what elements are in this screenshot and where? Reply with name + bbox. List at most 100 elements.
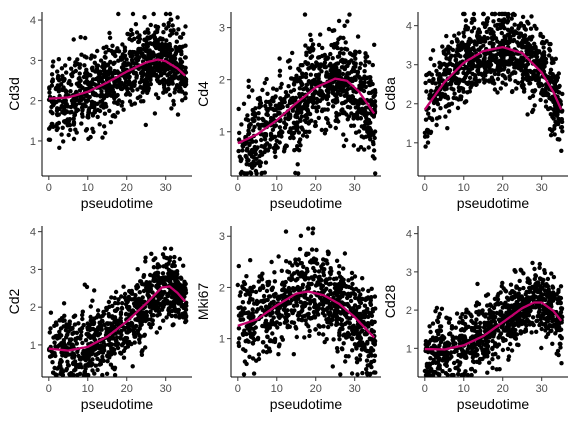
- data-point: [324, 116, 328, 120]
- data-point: [365, 341, 369, 345]
- data-point: [59, 333, 63, 337]
- data-point: [184, 302, 188, 306]
- data-point: [303, 43, 307, 47]
- data-point: [360, 315, 364, 319]
- data-point: [65, 367, 69, 371]
- data-point: [47, 90, 51, 94]
- data-point: [260, 153, 264, 157]
- data-point: [305, 134, 309, 138]
- data-point: [351, 114, 355, 118]
- data-point: [557, 71, 561, 75]
- data-point: [297, 313, 301, 317]
- data-point: [370, 319, 374, 323]
- data-point: [93, 109, 97, 113]
- data-point: [461, 71, 465, 75]
- data-point: [113, 114, 117, 118]
- data-point: [337, 282, 341, 286]
- data-point: [292, 82, 296, 86]
- data-point: [180, 304, 184, 308]
- data-point: [162, 85, 166, 89]
- data-point: [88, 336, 92, 340]
- data-point: [513, 23, 517, 27]
- data-point: [295, 144, 299, 148]
- data-point: [470, 17, 474, 21]
- x-tick-label: 20: [310, 182, 322, 194]
- data-point: [164, 80, 168, 84]
- data-point: [248, 298, 252, 302]
- data-point: [275, 311, 279, 315]
- data-point: [178, 287, 182, 291]
- data-point: [107, 109, 111, 113]
- x-tick-label: 30: [349, 182, 361, 194]
- data-point: [450, 102, 454, 106]
- data-point: [122, 356, 126, 360]
- data-point: [245, 158, 249, 162]
- data-point: [285, 104, 289, 108]
- data-point: [47, 85, 51, 89]
- data-point: [322, 273, 326, 277]
- data-point: [247, 79, 251, 83]
- data-point: [345, 47, 349, 51]
- data-point: [160, 42, 164, 46]
- data-point: [135, 305, 139, 309]
- data-point: [68, 319, 72, 323]
- data-point: [87, 108, 91, 112]
- data-point: [60, 105, 64, 109]
- data-point: [345, 19, 349, 23]
- data-point: [483, 25, 487, 29]
- data-point: [130, 289, 134, 293]
- x-tick-label: 0: [235, 383, 241, 395]
- data-point: [134, 75, 138, 79]
- data-point: [426, 140, 430, 144]
- data-point: [103, 112, 107, 116]
- data-point: [159, 54, 163, 58]
- data-point: [158, 36, 162, 40]
- data-point: [466, 82, 470, 86]
- data-point: [114, 79, 118, 83]
- data-point: [136, 35, 140, 39]
- data-point: [60, 66, 64, 70]
- data-point: [328, 302, 332, 306]
- data-point: [335, 82, 339, 86]
- data-point: [342, 291, 346, 295]
- data-point: [112, 100, 116, 104]
- data-point: [335, 259, 339, 263]
- data-point: [448, 61, 452, 65]
- data-point: [355, 356, 359, 360]
- data-point: [106, 312, 110, 316]
- data-point: [317, 116, 321, 120]
- data-point: [542, 50, 546, 54]
- data-point: [312, 78, 316, 82]
- data-point: [458, 54, 462, 58]
- data-point: [240, 148, 244, 152]
- data-point: [48, 330, 52, 334]
- data-point: [522, 77, 526, 81]
- data-point: [371, 142, 375, 146]
- data-point: [141, 90, 145, 94]
- data-point: [279, 134, 283, 138]
- data-point: [78, 66, 82, 70]
- data-point: [100, 328, 104, 332]
- data-point: [530, 261, 534, 265]
- data-point: [372, 43, 376, 47]
- data-point: [452, 34, 456, 38]
- data-point: [477, 27, 481, 31]
- data-point: [299, 63, 303, 67]
- data-point: [315, 101, 319, 105]
- data-point: [55, 128, 59, 132]
- data-point: [239, 311, 243, 315]
- data-point: [427, 324, 431, 328]
- data-point: [310, 83, 314, 87]
- data-point: [320, 267, 324, 271]
- data-point: [162, 71, 166, 75]
- data-point: [245, 113, 249, 117]
- data-point: [339, 311, 343, 315]
- data-point: [332, 277, 336, 281]
- data-point: [164, 12, 168, 16]
- data-point: [521, 15, 525, 19]
- data-point: [86, 362, 90, 366]
- data-point: [328, 86, 332, 90]
- data-point: [148, 41, 152, 45]
- data-point: [84, 338, 88, 342]
